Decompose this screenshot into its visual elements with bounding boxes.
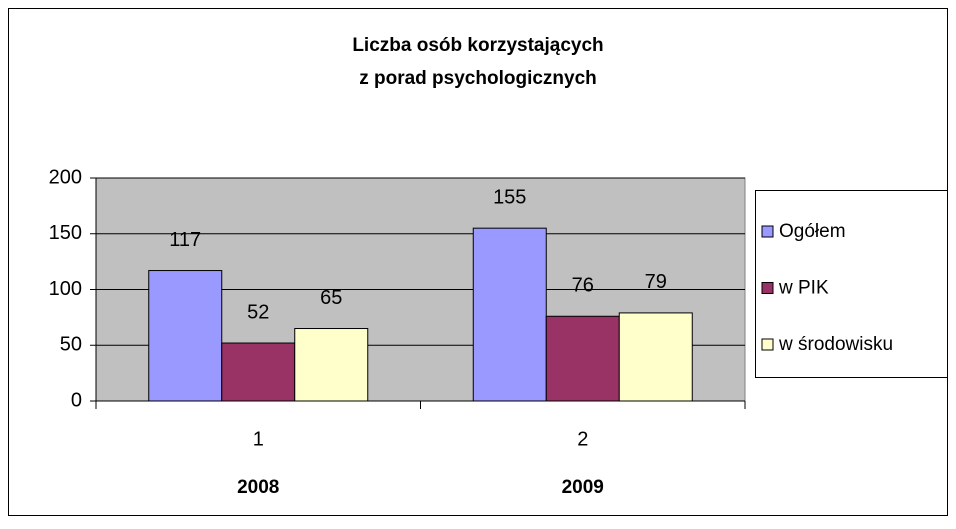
bar <box>294 328 369 402</box>
bar <box>221 342 296 402</box>
legend-label: Ogółem <box>779 221 846 242</box>
x-tick-label: 2 <box>577 428 588 450</box>
data-label: 76 <box>572 275 594 297</box>
bar <box>148 270 223 402</box>
x-sublabel: 2009 <box>562 477 604 498</box>
legend-swatch <box>761 225 774 238</box>
y-tick-label: 150 <box>49 222 82 244</box>
bar <box>472 227 547 402</box>
x-sublabel: 2008 <box>237 477 279 498</box>
x-tick-label: 1 <box>253 428 264 450</box>
y-tick-label: 100 <box>49 278 82 300</box>
legend <box>755 190 948 378</box>
chart-title: z porad psychologicznych <box>359 68 597 89</box>
legend-swatch <box>761 338 774 351</box>
y-tick-label: 0 <box>71 389 82 411</box>
legend-swatch <box>761 282 774 294</box>
data-label: 52 <box>247 301 269 323</box>
chart-title: Liczba osób korzystających <box>352 35 603 56</box>
y-tick-label: 200 <box>49 166 82 188</box>
y-tick-label: 50 <box>60 334 82 356</box>
bar <box>618 312 693 402</box>
legend-label: w środowisku <box>778 334 893 355</box>
data-label: 79 <box>645 271 667 293</box>
data-label: 65 <box>320 287 342 309</box>
bar <box>545 315 620 402</box>
legend-label: w PIK <box>778 278 829 299</box>
data-label: 117 <box>169 229 201 251</box>
data-label: 155 <box>493 186 526 208</box>
